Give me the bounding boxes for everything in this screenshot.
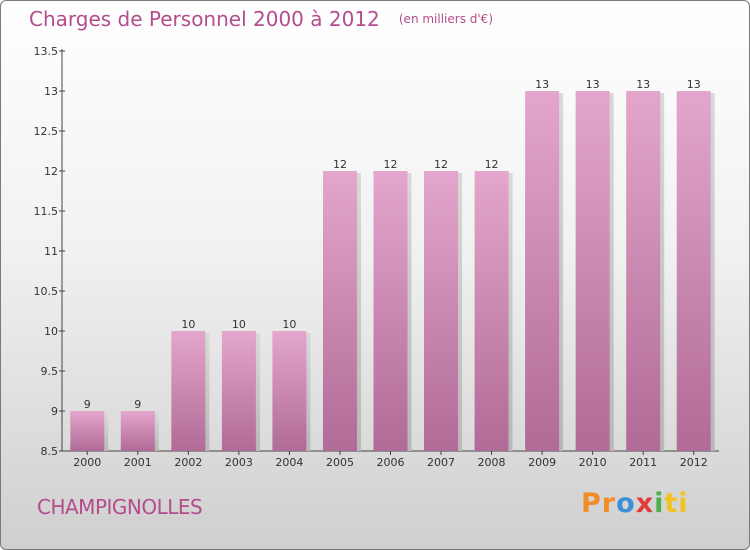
y-tick-label: 12 — [44, 165, 58, 178]
data-label: 9 — [134, 398, 141, 411]
labels: 9 2000 9 2001 10 2002 10 2003 10 2004 12 2005 12 2006… — [73, 78, 707, 469]
bar — [676, 91, 711, 451]
y-tick-label: 9 — [51, 405, 58, 418]
x-tick-label: 2005 — [326, 456, 354, 469]
x-tick-label: 2001 — [124, 456, 152, 469]
bar — [221, 331, 256, 451]
x-tick-label: 2008 — [478, 456, 506, 469]
x-tick-label: 2000 — [73, 456, 101, 469]
x-tick-label: 2003 — [225, 456, 253, 469]
x-tick-label: 2006 — [377, 456, 405, 469]
data-label: 10 — [282, 318, 296, 331]
x-tick-label: 2004 — [275, 456, 303, 469]
title-row: Charges de Personnel 2000 à 2012 (en mil… — [29, 7, 493, 31]
bar — [322, 171, 357, 451]
data-label: 13 — [636, 78, 650, 91]
data-label: 10 — [232, 318, 246, 331]
data-label: 13 — [535, 78, 549, 91]
data-label: 12 — [333, 158, 347, 171]
x-tick-label: 2010 — [579, 456, 607, 469]
y-tick-label: 12.5 — [34, 125, 59, 138]
x-tick-label: 2007 — [427, 456, 455, 469]
bar — [575, 91, 610, 451]
data-label: 12 — [485, 158, 499, 171]
chart-title: Charges de Personnel 2000 à 2012 — [29, 7, 380, 31]
data-label: 13 — [586, 78, 600, 91]
y-tick-label: 13.5 — [34, 45, 59, 58]
bar — [373, 171, 408, 451]
y-tick-label: 10.5 — [34, 285, 59, 298]
y-tick-label: 10 — [44, 325, 58, 338]
data-label: 12 — [434, 158, 448, 171]
bar — [474, 171, 509, 451]
bar — [525, 91, 560, 451]
y-tick-label: 11 — [44, 245, 58, 258]
proxiti-logo: Proxiti — [581, 488, 689, 519]
y-tick-label: 9.5 — [41, 365, 59, 378]
x-tick-label: 2012 — [680, 456, 708, 469]
data-label: 9 — [84, 398, 91, 411]
data-label: 13 — [687, 78, 701, 91]
bar — [272, 331, 307, 451]
x-tick-label: 2011 — [629, 456, 657, 469]
bar — [171, 331, 206, 451]
bar — [626, 91, 661, 451]
bar — [70, 411, 105, 451]
chart-subtitle: (en milliers d'€) — [398, 12, 493, 26]
y-tick-label: 8.5 — [41, 445, 59, 458]
commune-name: CHAMPIGNOLLES — [37, 495, 203, 519]
x-tick-label: 2002 — [174, 456, 202, 469]
bars — [70, 91, 715, 451]
x-tick-label: 2009 — [528, 456, 556, 469]
y-tick-label: 11.5 — [34, 205, 59, 218]
data-label: 10 — [181, 318, 195, 331]
bar — [120, 411, 155, 451]
y-tick-label: 13 — [44, 85, 58, 98]
data-label: 12 — [384, 158, 398, 171]
bar — [424, 171, 459, 451]
